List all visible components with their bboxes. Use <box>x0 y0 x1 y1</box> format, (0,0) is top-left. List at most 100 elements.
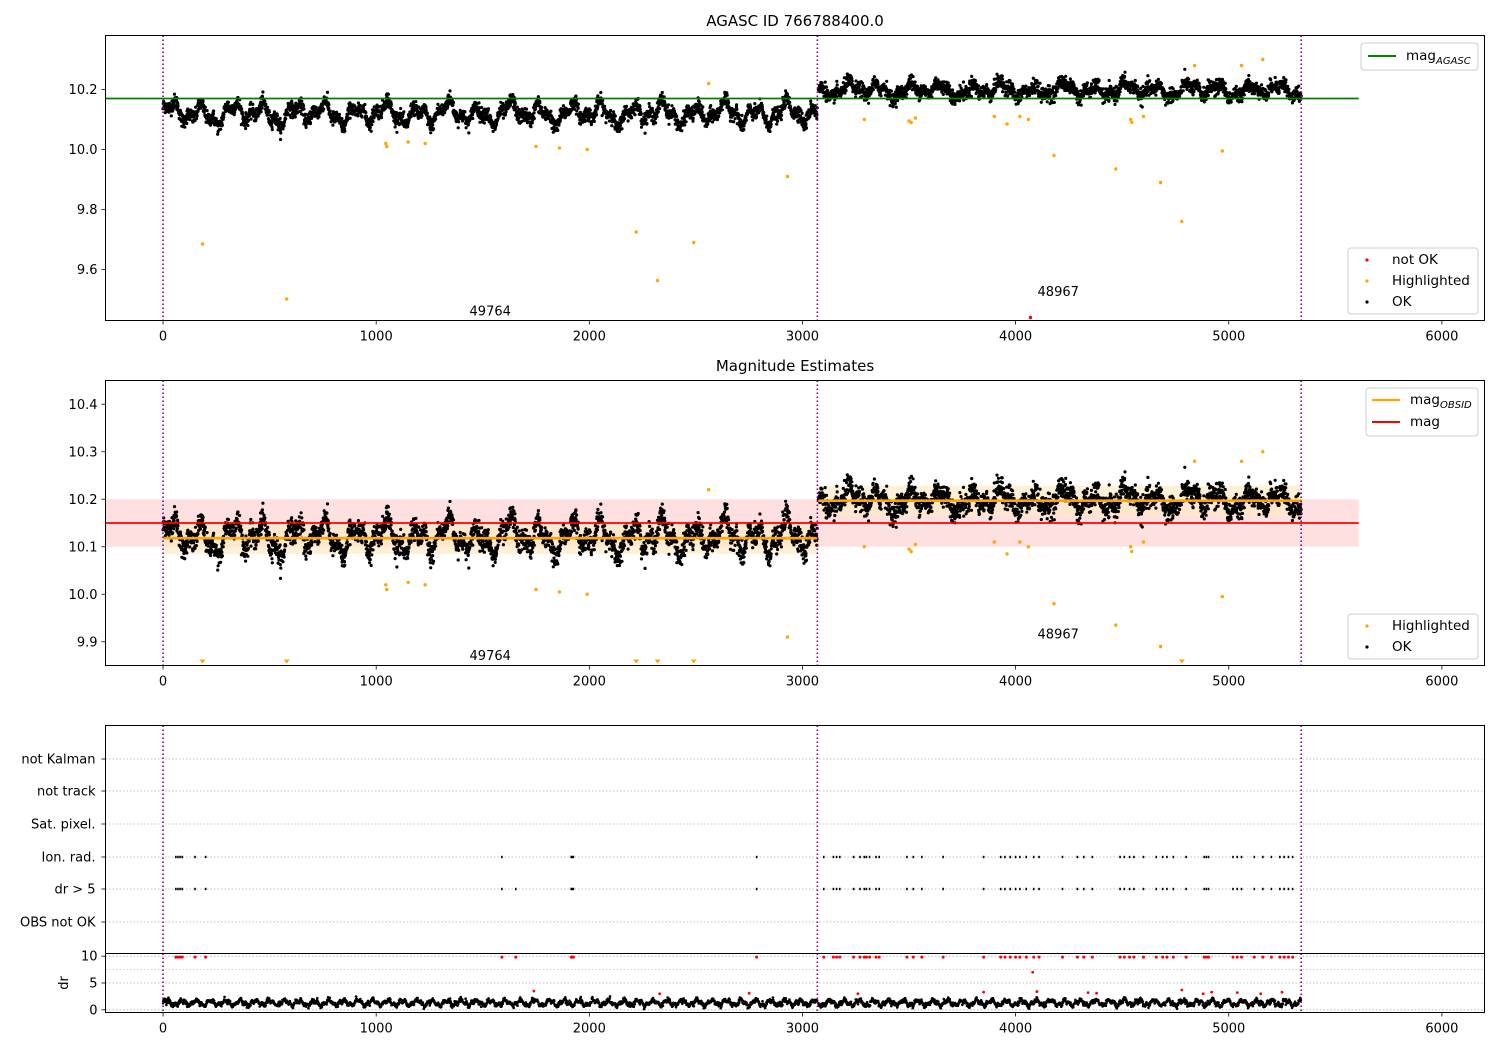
ok-point <box>364 114 369 118</box>
ok-point <box>613 114 617 118</box>
ok-point <box>1229 100 1233 104</box>
ok-point <box>275 114 279 118</box>
ok-point <box>753 102 757 106</box>
ok-point <box>720 108 724 112</box>
ok-point <box>1267 91 1271 96</box>
ok-point <box>240 107 244 111</box>
ok-point <box>513 102 517 106</box>
ok-point <box>1187 77 1191 81</box>
ok-point <box>1140 105 1144 109</box>
ok-point <box>395 130 399 134</box>
ok-point <box>270 122 274 126</box>
ok-point <box>1000 74 1004 78</box>
ok-point <box>1097 78 1101 82</box>
ok-point <box>480 105 484 110</box>
ok-point <box>1052 100 1056 104</box>
ok-point <box>406 121 410 125</box>
ok-point <box>313 114 317 118</box>
ok-point <box>1123 70 1127 74</box>
ok-point <box>212 109 216 113</box>
ok-point <box>667 103 671 107</box>
ok-point <box>785 92 790 96</box>
ok-point <box>356 101 360 105</box>
ok-point <box>1123 74 1127 78</box>
ok-point <box>494 122 499 126</box>
ok-point <box>735 103 739 107</box>
ok-point <box>835 83 839 87</box>
ok-point <box>1038 81 1042 85</box>
ok-point <box>234 106 238 110</box>
ok-point <box>800 111 804 115</box>
ok-point <box>779 118 784 122</box>
ok-point <box>1008 79 1012 83</box>
ok-point <box>270 125 274 129</box>
ok-point <box>1115 99 1119 103</box>
ok-point <box>539 105 544 109</box>
ok-point <box>343 129 347 133</box>
ok-point <box>1136 84 1140 88</box>
ok-point <box>322 107 326 111</box>
ok-point <box>220 123 224 127</box>
ok-point <box>424 108 428 112</box>
ok-point <box>226 100 230 104</box>
ok-point <box>643 131 647 135</box>
ok-point <box>183 125 187 129</box>
ok-point <box>370 123 374 127</box>
ok-point <box>879 94 883 98</box>
ok-point <box>219 127 223 131</box>
ok-point <box>982 94 986 98</box>
ok-point <box>318 111 322 115</box>
ok-point <box>941 92 945 96</box>
ok-point <box>431 123 435 127</box>
ok-point <box>308 121 313 125</box>
ok-point <box>467 131 471 135</box>
ok-point <box>379 116 384 120</box>
ok-point <box>1195 78 1199 82</box>
ok-point <box>176 104 180 108</box>
ok-point <box>1045 100 1049 104</box>
ok-point <box>393 125 397 129</box>
ok-point <box>364 111 368 115</box>
ok-point <box>293 115 297 119</box>
ok-point <box>1102 100 1107 104</box>
ok-point <box>1054 93 1058 98</box>
ok-point <box>556 128 560 132</box>
ok-point <box>233 110 237 114</box>
ok-point <box>278 137 283 142</box>
ok-point <box>331 123 335 127</box>
ok-point <box>706 122 710 126</box>
ok-point <box>1148 79 1152 83</box>
ok-point <box>667 122 671 126</box>
ok-point <box>737 113 741 117</box>
ok-point <box>1192 89 1196 94</box>
ok-point <box>953 102 957 106</box>
ok-point <box>1047 84 1051 88</box>
ok-point <box>946 81 950 85</box>
ok-point <box>1141 84 1145 89</box>
ok-point <box>1273 75 1277 80</box>
ok-point <box>574 94 578 98</box>
ok-point <box>850 79 854 83</box>
ok-point <box>948 84 952 88</box>
ok-point <box>348 116 352 120</box>
ok-point <box>267 110 271 114</box>
ok-point <box>501 108 505 112</box>
ok-point <box>279 131 283 135</box>
ok-point <box>989 99 993 103</box>
ok-point <box>1107 99 1111 103</box>
ok-point <box>428 115 432 119</box>
ok-point <box>740 113 744 117</box>
ok-point <box>401 114 405 119</box>
ok-point <box>994 88 998 92</box>
ok-point <box>1240 100 1244 104</box>
ok-point <box>300 99 304 103</box>
ok-point <box>504 110 508 114</box>
ok-point <box>844 89 848 93</box>
ok-point <box>327 106 331 110</box>
ok-point <box>675 114 679 119</box>
ok-point <box>1035 81 1039 85</box>
ok-point <box>1076 89 1080 93</box>
ok-point <box>402 110 406 114</box>
ok-point <box>214 117 218 121</box>
ok-point <box>825 88 830 92</box>
